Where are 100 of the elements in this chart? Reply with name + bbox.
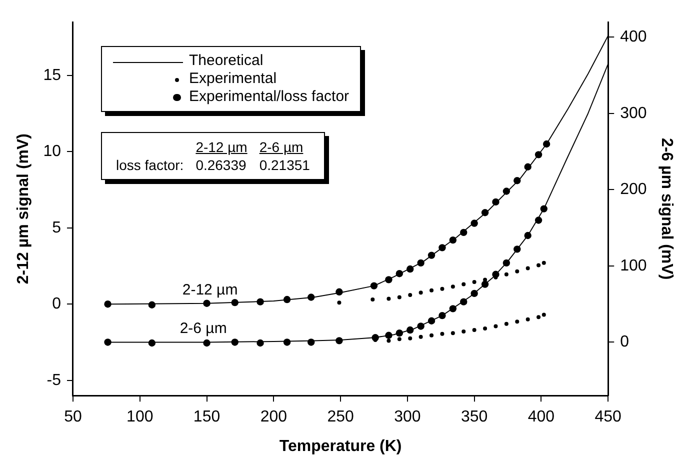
x-tick-label: 300 (394, 408, 421, 426)
point (515, 320, 520, 324)
point (438, 312, 446, 320)
point (396, 270, 404, 278)
point (526, 266, 530, 270)
point (504, 322, 508, 326)
y2-tick-label: 0 (620, 334, 630, 351)
point (231, 338, 238, 346)
point (430, 288, 434, 292)
point (542, 260, 546, 265)
point (231, 298, 238, 306)
point (336, 337, 343, 344)
point (450, 331, 455, 336)
x-tick-label: 350 (460, 408, 488, 426)
point (440, 332, 444, 336)
point (308, 338, 315, 346)
y-axis-title: 2-12 µm signal (mV) (15, 134, 32, 284)
point (462, 330, 466, 334)
point (542, 312, 546, 317)
point (428, 252, 436, 259)
point (526, 317, 530, 322)
x-tick-label: 250 (327, 408, 354, 426)
point (283, 296, 291, 304)
annotation: loss factor: (114, 156, 185, 174)
legend-label: Experimental/loss factor (188, 88, 350, 106)
legend-label: Theoretical (188, 52, 264, 70)
point (524, 232, 532, 240)
point (406, 326, 414, 334)
legend-label: Experimental (188, 70, 277, 88)
point (397, 295, 402, 300)
point (203, 339, 210, 347)
y-tick-label: -5 (46, 372, 62, 389)
y-tick-label: 15 (43, 66, 62, 84)
point (104, 338, 112, 346)
point (460, 228, 468, 236)
annotation: 2-12 µm (182, 282, 238, 299)
point (256, 298, 264, 306)
y-tick-label: 0 (52, 296, 62, 313)
y2-tick-label: 300 (620, 104, 647, 122)
point (283, 338, 291, 346)
point (540, 205, 548, 212)
point (148, 301, 156, 308)
point (536, 315, 541, 320)
y-tick-label: 5 (52, 219, 62, 236)
y-tick-label: 10 (43, 143, 62, 160)
x-tick-label: 400 (528, 408, 555, 426)
point (514, 246, 521, 253)
x-axis-title: Temperature (K) (279, 438, 402, 455)
point (337, 300, 342, 305)
point (502, 259, 510, 267)
point (524, 163, 532, 170)
point (536, 263, 541, 268)
point (418, 334, 423, 339)
point (470, 290, 478, 298)
point (514, 176, 521, 184)
x-tick-label: 450 (594, 408, 622, 426)
x-tick-label: 200 (260, 408, 288, 426)
point (494, 324, 498, 328)
point (462, 282, 466, 286)
point (308, 294, 315, 301)
point (483, 326, 488, 331)
y2-tick-label: 200 (620, 181, 647, 198)
point (502, 188, 510, 195)
point (504, 272, 508, 276)
point (430, 333, 434, 338)
point (440, 286, 444, 291)
point (397, 337, 402, 342)
x-tick-label: 150 (193, 408, 220, 426)
point (418, 290, 423, 295)
x-tick-label: 100 (126, 408, 154, 426)
annotation: 2-12 µm (194, 138, 248, 156)
y2-axis-title: 2-6 µm signal (mV) (658, 138, 675, 280)
point (370, 298, 375, 302)
point (203, 300, 210, 307)
point (472, 280, 476, 284)
annotation: 0.26339 (194, 156, 248, 174)
point (481, 280, 489, 288)
point (534, 151, 542, 158)
x-tick-label: 50 (64, 408, 82, 426)
y2-tick-label: 400 (620, 28, 647, 46)
point (336, 288, 343, 296)
annotation: 2-6 µm (180, 320, 227, 337)
point (449, 305, 457, 312)
point (470, 220, 478, 227)
point (396, 329, 404, 337)
point (481, 209, 489, 216)
point (417, 259, 424, 267)
point (542, 140, 550, 148)
annotation: 2-6 µm (258, 138, 304, 156)
point (256, 339, 264, 347)
annotation: 0.21351 (258, 156, 311, 174)
point (417, 322, 424, 330)
point (406, 265, 414, 273)
point (428, 317, 436, 324)
point (104, 300, 112, 308)
point (492, 198, 500, 206)
point (460, 298, 468, 306)
y2-tick-label: 100 (620, 257, 647, 274)
point (472, 328, 476, 332)
point (386, 296, 391, 301)
